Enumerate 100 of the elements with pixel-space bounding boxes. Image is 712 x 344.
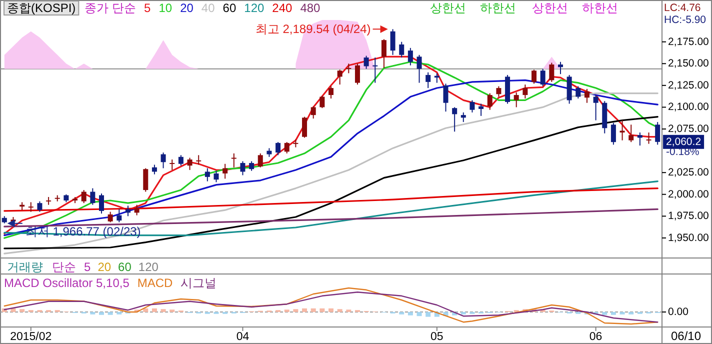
candlestick bbox=[302, 116, 308, 138]
candlestick bbox=[125, 205, 130, 217]
candlestick bbox=[116, 208, 122, 223]
candlestick bbox=[108, 211, 113, 223]
ref-line-label: 0.00 bbox=[668, 306, 689, 318]
chart-title: 종합(KOSPI) bbox=[7, 1, 76, 15]
annotation: 하한선 bbox=[582, 1, 618, 15]
candlestick bbox=[46, 196, 52, 206]
x-tick-label: 2015/02 bbox=[10, 331, 52, 343]
candlestick bbox=[231, 152, 236, 168]
candlestick bbox=[514, 92, 519, 108]
candlestick bbox=[470, 100, 475, 113]
series-label: MACD Oscillator 5,10,5 bbox=[4, 276, 130, 290]
candlestick bbox=[134, 204, 140, 216]
candlestick bbox=[196, 154, 202, 166]
candlestick bbox=[54, 194, 60, 202]
candlestick bbox=[99, 193, 104, 214]
candlestick bbox=[28, 202, 34, 212]
line-series bbox=[4, 116, 658, 250]
y-tick-label: 1,950.00 bbox=[668, 232, 710, 244]
candlestick bbox=[222, 163, 228, 180]
candlestick bbox=[566, 74, 572, 104]
candlestick bbox=[540, 68, 546, 87]
annotation: 상한선 bbox=[430, 1, 466, 15]
candlestick bbox=[610, 122, 616, 146]
legend-title: 단순 bbox=[52, 260, 76, 274]
candlestick bbox=[90, 188, 96, 206]
y-tick-label: 2,000.00 bbox=[668, 188, 710, 200]
candlestick bbox=[655, 122, 660, 146]
candlestick bbox=[293, 138, 298, 148]
text: 60 bbox=[222, 1, 236, 15]
text: LC:4.76 bbox=[664, 2, 701, 14]
candlestick bbox=[214, 170, 219, 183]
candlestick bbox=[337, 69, 342, 86]
candlestick bbox=[452, 106, 458, 132]
candlestick bbox=[276, 142, 281, 156]
candlestick bbox=[152, 164, 157, 175]
y-tick-label: 2,075.00 bbox=[668, 123, 710, 135]
y-tick-label: 1,975.00 bbox=[668, 210, 710, 222]
candlestick bbox=[408, 47, 413, 66]
candlestick bbox=[328, 86, 334, 99]
candlestick bbox=[372, 57, 378, 84]
candlestick bbox=[160, 152, 166, 169]
text: 40 bbox=[201, 1, 216, 15]
text: 2,060.2 bbox=[666, 136, 702, 148]
candlestick bbox=[143, 168, 148, 192]
candlestick bbox=[390, 28, 396, 56]
y-tick-label: 2,125.00 bbox=[668, 79, 710, 92]
text: 20 bbox=[98, 260, 112, 274]
x-tick-label: 05 bbox=[430, 331, 444, 343]
y-tick-label: 2,175.00 bbox=[668, 36, 710, 48]
candlestick bbox=[204, 168, 210, 182]
text: 5 bbox=[144, 1, 152, 15]
text: 240 bbox=[272, 1, 293, 15]
candlestick bbox=[346, 63, 352, 74]
candlestick bbox=[81, 190, 86, 204]
text: HC:-5.90 bbox=[664, 14, 706, 26]
candlestick bbox=[496, 86, 502, 98]
candlestick bbox=[487, 92, 492, 110]
candlestick bbox=[170, 159, 175, 170]
candlestick bbox=[558, 61, 563, 75]
text: 480 bbox=[300, 1, 321, 15]
line-series bbox=[4, 188, 658, 212]
candlestick bbox=[37, 200, 42, 212]
candlestick bbox=[240, 160, 246, 176]
candlestick bbox=[310, 106, 316, 120]
candlestick bbox=[443, 83, 448, 112]
annotation: 최고 2,189.54 (04/24) bbox=[255, 22, 371, 36]
series-label: MACD bbox=[137, 276, 174, 290]
y-tick-label: 2,150.00 bbox=[668, 58, 710, 70]
candlestick bbox=[416, 54, 422, 84]
text: 06/10 bbox=[670, 329, 702, 343]
candlestick bbox=[576, 86, 581, 99]
candlestick bbox=[637, 132, 642, 146]
annotation: 상한선 bbox=[532, 1, 568, 15]
x-tick-label: 06 bbox=[589, 331, 602, 343]
candlestick bbox=[628, 124, 634, 143]
line-series bbox=[4, 180, 658, 236]
candlestick bbox=[478, 103, 484, 116]
y-tick-label: 2,100.00 bbox=[668, 101, 710, 114]
text: 120 bbox=[244, 1, 264, 15]
text: 120 bbox=[138, 260, 159, 274]
text: 10 bbox=[158, 1, 172, 15]
candlestick bbox=[399, 41, 404, 58]
series-label: 시그널 bbox=[180, 276, 217, 290]
candlestick bbox=[593, 94, 598, 121]
text: 20 bbox=[180, 1, 194, 15]
candlestick bbox=[584, 88, 590, 104]
candlestick bbox=[549, 62, 554, 82]
candlestick bbox=[187, 157, 192, 170]
text: 60 bbox=[118, 260, 132, 274]
candlestick bbox=[320, 95, 325, 109]
text: 거래량 bbox=[7, 260, 43, 274]
candlestick bbox=[522, 84, 528, 99]
candlestick bbox=[284, 142, 290, 154]
candlestick bbox=[354, 63, 360, 86]
legend-title: 종가 단순 bbox=[84, 1, 136, 15]
candlestick bbox=[381, 38, 386, 68]
candlestick bbox=[258, 152, 263, 168]
candlestick bbox=[178, 154, 184, 166]
